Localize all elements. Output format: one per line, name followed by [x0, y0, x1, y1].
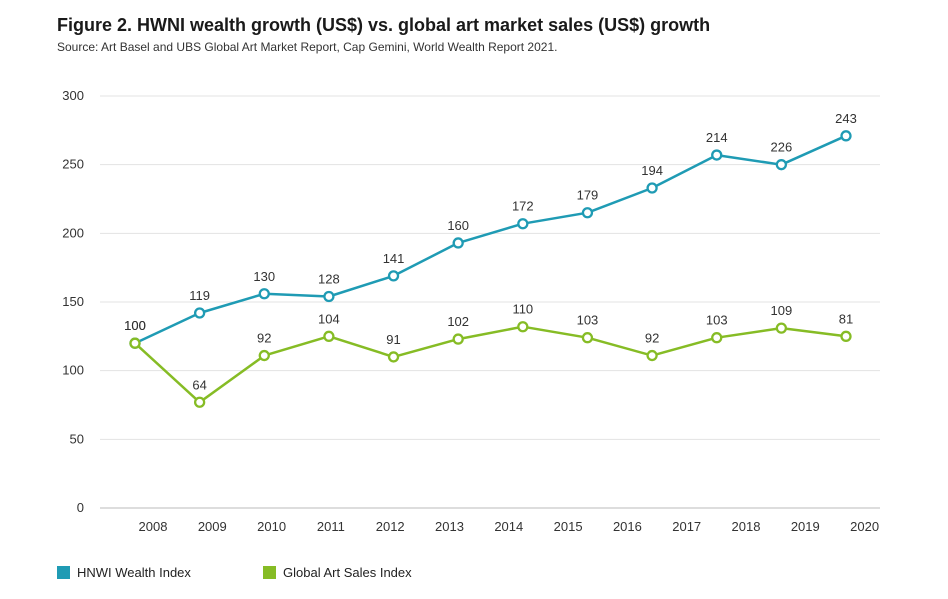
data-label-hnwi: 214 [706, 130, 728, 145]
x-tick-label: 2014 [494, 519, 523, 534]
data-point-art [452, 333, 464, 345]
data-point-art [258, 349, 270, 362]
data-label-art: 91 [386, 332, 400, 347]
data-point-art [581, 332, 594, 344]
data-label-art: 81 [839, 311, 853, 326]
legend-swatch-art [263, 566, 276, 579]
data-point-art [323, 330, 335, 342]
data-point-art [517, 321, 529, 333]
data-point-art [840, 330, 852, 342]
x-tick-label: 2013 [435, 519, 464, 534]
data-point-hnwi [646, 182, 658, 194]
series-line-art [134, 325, 847, 404]
data-label-hnwi: 119 [189, 288, 210, 303]
data-point-hnwi [711, 149, 723, 161]
legend-label-art: Global Art Sales Index [283, 565, 412, 580]
legend-swatch-hnwi [57, 566, 70, 579]
data-label-art: 109 [771, 303, 793, 318]
data-point-art [387, 351, 400, 363]
data-point-hnwi [452, 237, 464, 249]
x-tick-label: 2020 [850, 519, 879, 534]
data-label-hnwi: 128 [318, 272, 340, 287]
data-label-hnwi: 226 [771, 140, 793, 155]
legend-label-hnwi: HNWI Wealth Index [77, 565, 191, 580]
legend-item-art: Global Art Sales Index [263, 565, 412, 580]
data-label-hnwi: 243 [835, 111, 857, 126]
data-label-art: 100 [124, 318, 146, 333]
data-label-hnwi: 130 [253, 269, 275, 284]
data-label-art: 110 [512, 302, 533, 317]
data-label-hnwi: 100 [124, 318, 146, 333]
x-tick-label: 2018 [732, 519, 761, 534]
data-label-hnwi: 194 [641, 163, 663, 178]
y-tick-label: 300 [62, 88, 84, 103]
line-chart: 0 50 100 150 200 250 300 2008 2009 2010 2011 2012 20… [62, 88, 880, 534]
y-tick-label: 200 [62, 225, 84, 240]
data-label-art: 103 [706, 313, 728, 328]
data-point-hnwi [323, 290, 335, 303]
data-point-art [711, 332, 723, 344]
y-tick-label: 0 [77, 500, 84, 515]
data-point-hnwi [258, 288, 270, 300]
data-point-hnwi [840, 130, 852, 142]
data-label-art: 64 [192, 377, 206, 392]
data-label-art: 104 [318, 311, 340, 326]
data-label-art: 102 [447, 314, 469, 329]
y-tick-label: 250 [62, 157, 84, 172]
data-point-hnwi [775, 159, 788, 171]
data-label-hnwi: 172 [512, 199, 534, 214]
y-tick-label: 150 [62, 294, 84, 309]
data-point-hnwi [387, 270, 400, 282]
data-label-hnwi: 141 [383, 251, 405, 266]
data-point-art [193, 396, 206, 408]
legend-item-hnwi: HNWI Wealth Index [57, 565, 191, 580]
x-tick-label: 2009 [198, 519, 227, 534]
y-tick-label: 100 [62, 363, 84, 378]
data-point-hnwi [581, 207, 594, 219]
data-label-art: 92 [645, 331, 659, 346]
x-tick-label: 2016 [613, 519, 642, 534]
x-tick-label: 2017 [672, 519, 701, 534]
data-point-hnwi [193, 307, 206, 319]
y-tick-label: 50 [70, 431, 84, 446]
data-point-art [646, 349, 658, 362]
data-label-art: 103 [577, 313, 599, 328]
x-tick-label: 2011 [317, 519, 345, 534]
x-tick-label: 2012 [376, 519, 405, 534]
x-tick-label: 2010 [257, 519, 286, 534]
chart-source: Source: Art Basel and UBS Global Art Mar… [57, 40, 558, 54]
data-point-hnwi [517, 218, 529, 230]
x-tick-label: 2019 [791, 519, 820, 534]
data-label-hnwi: 179 [577, 188, 599, 203]
data-label-art: 92 [257, 331, 271, 346]
series-line-hnwi [134, 134, 847, 345]
data-label-hnwi: 160 [447, 218, 469, 233]
chart-title: Figure 2. HWNI wealth growth (US$) vs. g… [57, 15, 711, 35]
x-tick-label: 2008 [139, 519, 168, 534]
data-point-art [129, 337, 141, 349]
x-tick-label: 2015 [554, 519, 583, 534]
data-point-art [775, 322, 788, 334]
